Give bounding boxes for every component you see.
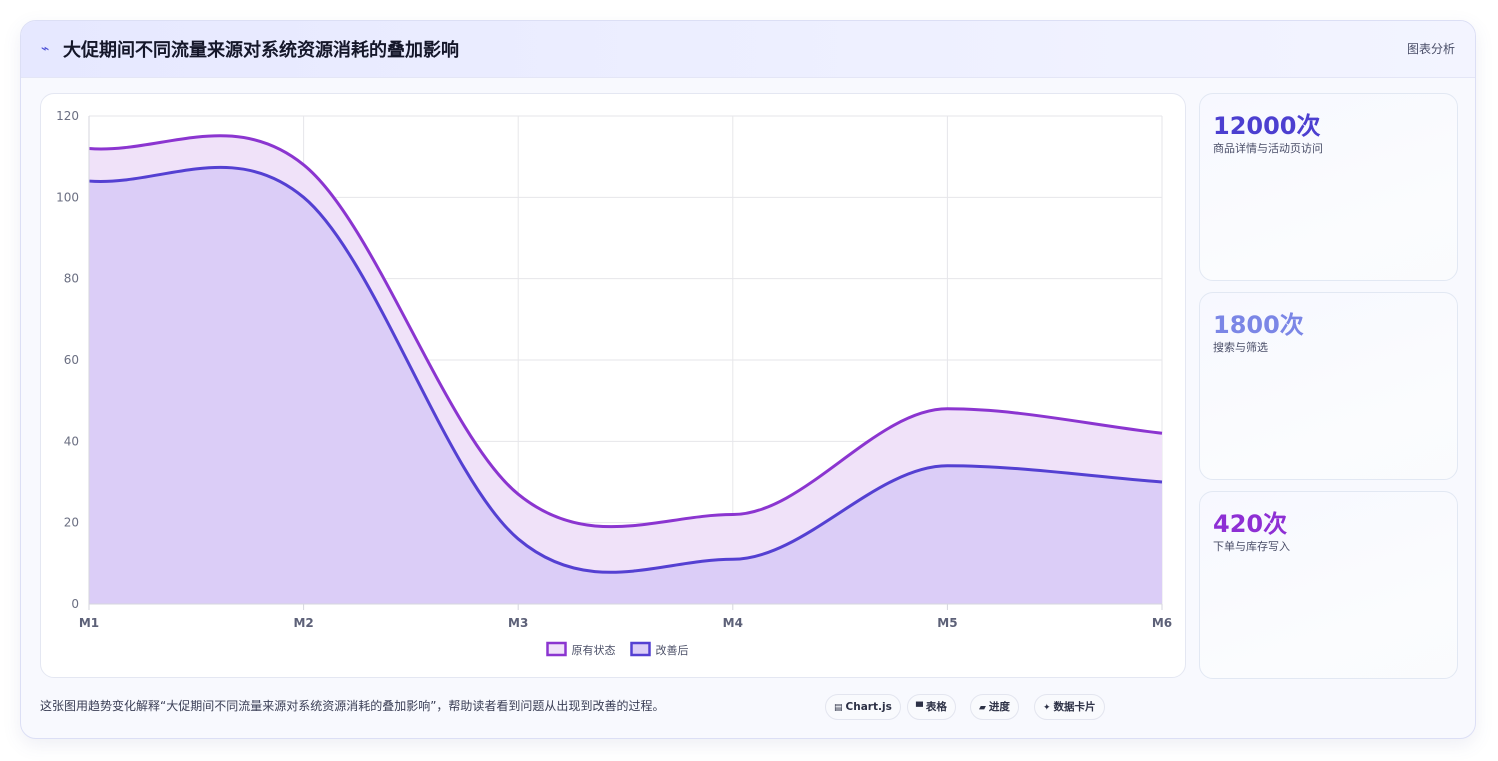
chip-data-card[interactable]: ✦ 数据卡片 xyxy=(1034,694,1105,720)
y-tick-label: 120 xyxy=(56,109,79,123)
y-tick-label: 60 xyxy=(64,353,79,367)
x-tick-label: M2 xyxy=(293,616,313,630)
x-tick-label: M4 xyxy=(723,616,743,630)
chip-progress[interactable]: ▰ 进度 xyxy=(970,694,1019,720)
y-tick-label: 20 xyxy=(64,516,79,530)
progress-icon: ▰ xyxy=(979,703,986,713)
stat-value: 420次 xyxy=(1213,510,1288,538)
table-icon: ▀ xyxy=(916,703,923,713)
legend: 原有状态 改善后 xyxy=(546,641,689,657)
chip-label: 进度 xyxy=(988,701,1010,713)
y-tick-label: 100 xyxy=(56,190,79,204)
data-card-icon: ✦ xyxy=(1043,703,1051,713)
stat-value: 12000次 xyxy=(1213,112,1321,140)
chip-table[interactable]: ▀ 表格 xyxy=(907,694,956,720)
chart-card: ⌁ 大促期间不同流量来源对系统资源消耗的叠加影响 图表分析 0 20 40 60 80 1… xyxy=(20,20,1476,739)
stat-label: 下单与库存写入 xyxy=(1213,540,1290,553)
x-tick-label: M6 xyxy=(1152,616,1172,630)
stat-card-3: 420次 下单与库存写入 xyxy=(1199,491,1458,679)
chart-caption: 这张图用趋势变化解释“大促期间不同流量来源对系统资源消耗的叠加影响”，帮助读者看… xyxy=(40,699,665,713)
series-areas xyxy=(89,135,1162,605)
stat-card-2: 1800次 搜索与筛选 xyxy=(1199,292,1458,480)
card-header: ⌁ 大促期间不同流量来源对系统资源消耗的叠加影响 图表分析 xyxy=(21,21,1475,78)
stat-card-1: 12000次 商品详情与活动页访问 xyxy=(1199,93,1458,281)
x-tick-label: M5 xyxy=(937,616,957,630)
y-tick-label: 0 xyxy=(71,597,79,611)
chart-analysis-tag: 图表分析 xyxy=(1406,42,1455,56)
chip-label: 数据卡片 xyxy=(1053,701,1096,713)
chart-panel: 0 20 40 60 80 100 120 M1 M2 M3 M4 M5 M6 原有状态 改善后 xyxy=(40,93,1186,678)
page-title: 大促期间不同流量来源对系统资源消耗的叠加影响 xyxy=(63,40,459,61)
activity-icon: ⌁ xyxy=(41,41,50,57)
stat-value: 1800次 xyxy=(1213,311,1304,339)
legend-swatch-1 xyxy=(546,641,567,657)
legend-swatch-2 xyxy=(630,641,651,657)
chip-label: Chart.js xyxy=(845,701,892,713)
stat-label: 搜索与筛选 xyxy=(1213,341,1268,354)
legend-label-1: 原有状态 xyxy=(572,643,616,657)
chart-icon: ▤ xyxy=(834,703,843,713)
axes: 0 20 40 60 80 100 120 M1 M2 M3 M4 M5 M6 xyxy=(56,109,1172,630)
series-lines xyxy=(88,134,1163,574)
stat-label: 商品详情与活动页访问 xyxy=(1213,142,1323,155)
series-line-2 xyxy=(88,165,1163,574)
series-area-2 xyxy=(89,167,1162,605)
chip-chartjs[interactable]: ▤ Chart.js xyxy=(825,694,901,720)
legend-label-2: 改善后 xyxy=(656,643,689,657)
area-chart: 0 20 40 60 80 100 120 M1 M2 M3 M4 M5 M6 原有状态 改善后 xyxy=(56,109,1172,657)
y-tick-label: 40 xyxy=(64,434,79,448)
x-tick-label: M3 xyxy=(508,616,528,630)
series-line-1 xyxy=(88,134,1163,529)
x-tick-label: M1 xyxy=(79,616,99,630)
y-tick-label: 80 xyxy=(64,272,79,286)
chip-label: 表格 xyxy=(925,701,947,713)
